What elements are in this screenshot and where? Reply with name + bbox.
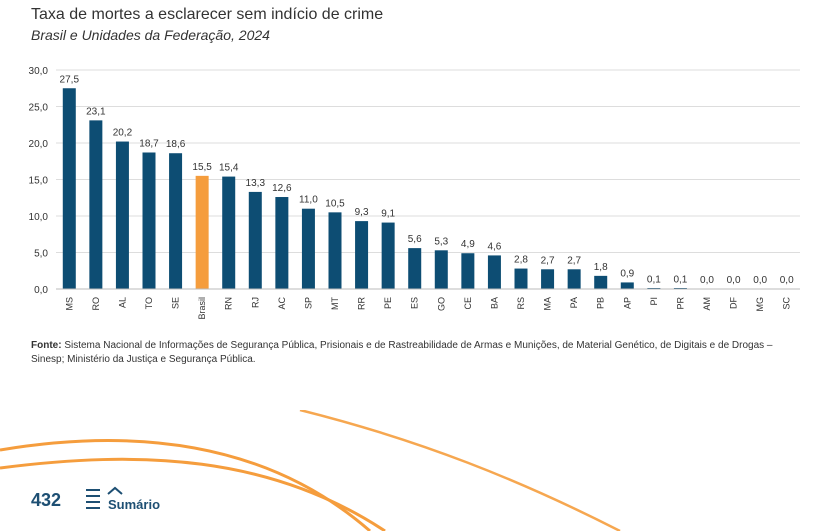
summary-link[interactable]: [86, 485, 130, 515]
value-label: 15,4: [219, 163, 239, 174]
bar: [89, 120, 103, 290]
value-label: 11,0: [299, 195, 318, 206]
category-label: DF: [729, 297, 739, 309]
bar: [115, 141, 129, 289]
value-label: 5,6: [408, 234, 422, 245]
y-tick-label: 20,0: [29, 139, 49, 150]
bar: [461, 253, 475, 289]
bar: [142, 152, 156, 289]
category-label: PA: [569, 297, 579, 308]
value-label: 18,6: [166, 139, 186, 150]
value-label: 0,0: [780, 275, 794, 286]
y-tick-label: 5,0: [34, 249, 48, 260]
category-label: AM: [702, 297, 712, 311]
source-label: Fonte:: [31, 340, 62, 351]
category-label: PR: [675, 297, 685, 310]
category-label: AL: [117, 297, 127, 308]
bar: [541, 269, 555, 289]
bar: [355, 221, 369, 289]
category-label: Brasil: [197, 297, 207, 320]
value-label: 0,0: [727, 275, 741, 286]
value-label: 0,1: [647, 274, 661, 285]
category-label: AP: [622, 297, 632, 309]
category-label: MA: [543, 297, 553, 311]
value-label: 9,3: [355, 207, 369, 218]
value-label: 2,7: [567, 255, 581, 266]
category-label: PE: [383, 297, 393, 309]
source-text: Sistema Nacional de Informações de Segur…: [31, 340, 773, 365]
category-label: TO: [144, 297, 154, 309]
bar: [434, 250, 448, 289]
bar: [487, 255, 501, 289]
chart-title: Taxa de mortes a esclarecer sem indício …: [31, 6, 384, 23]
y-tick-label: 15,0: [29, 176, 49, 187]
category-label: ES: [410, 297, 420, 309]
category-label: SC: [782, 297, 792, 310]
bar: [620, 282, 634, 289]
category-label: CE: [463, 297, 473, 310]
y-tick-label: 0,0: [34, 285, 48, 296]
category-label: RN: [224, 297, 234, 310]
value-label: 15,5: [192, 162, 212, 173]
source-note: Fonte: Sistema Nacional de Informações d…: [31, 339, 801, 367]
bar: [195, 175, 209, 289]
category-label: GO: [436, 297, 446, 311]
bar: [248, 191, 262, 289]
value-label: 1,8: [594, 262, 608, 273]
bar: [567, 269, 581, 289]
bar: [514, 268, 528, 289]
y-tick-label: 30,0: [29, 66, 49, 77]
category-label: SE: [171, 297, 181, 309]
category-label: SP: [303, 297, 313, 309]
menu-up-icon: [86, 486, 123, 509]
category-label: MS: [64, 297, 74, 311]
category-label: PB: [596, 297, 606, 309]
value-label: 9,1: [381, 209, 395, 220]
bar: [169, 153, 183, 289]
value-label: 10,5: [325, 198, 345, 209]
value-label: 13,3: [246, 178, 266, 189]
value-label: 20,2: [113, 128, 133, 139]
value-label: 0,1: [673, 274, 687, 285]
category-label: RS: [516, 297, 526, 310]
value-label: 12,6: [272, 183, 292, 194]
bar: [301, 208, 315, 289]
bar: [408, 248, 422, 289]
value-label: 2,7: [541, 255, 555, 266]
decorative-swoosh: [0, 410, 621, 531]
value-label: 27,5: [60, 74, 80, 85]
bar: [381, 222, 395, 289]
page-number: 432: [31, 490, 62, 510]
chart-subtitle: Brasil e Unidades da Federação, 2024: [31, 27, 270, 43]
y-tick-label: 25,0: [29, 103, 49, 114]
category-label: RO: [91, 297, 101, 311]
value-label: 0,0: [753, 275, 767, 286]
category-label: AC: [277, 297, 287, 310]
value-label: 23,1: [86, 106, 106, 117]
summary-label[interactable]: Sumário: [108, 497, 161, 512]
bar-chart: 0,0 5,0 10,0 15,0 20,0 25,0 30,0 27,5 MS 23,1 RO 20…: [29, 66, 800, 320]
category-label: PI: [649, 297, 659, 306]
value-label: 0,0: [700, 275, 714, 286]
category-label: RJ: [250, 297, 260, 308]
value-label: 2,8: [514, 255, 528, 266]
bar: [275, 197, 289, 289]
value-label: 5,3: [434, 236, 448, 247]
value-label: 4,9: [461, 239, 475, 250]
value-label: 4,6: [487, 241, 501, 252]
value-label: 18,7: [139, 138, 159, 149]
bar: [62, 88, 76, 289]
category-label: RR: [357, 297, 367, 310]
category-label: MT: [330, 297, 340, 310]
category-label: BA: [489, 297, 499, 309]
value-label: 0,9: [620, 268, 634, 279]
bar: [222, 176, 236, 289]
y-tick-label: 10,0: [29, 212, 49, 223]
bar: [328, 212, 342, 289]
bar: [594, 275, 608, 289]
category-label: MG: [755, 297, 765, 312]
